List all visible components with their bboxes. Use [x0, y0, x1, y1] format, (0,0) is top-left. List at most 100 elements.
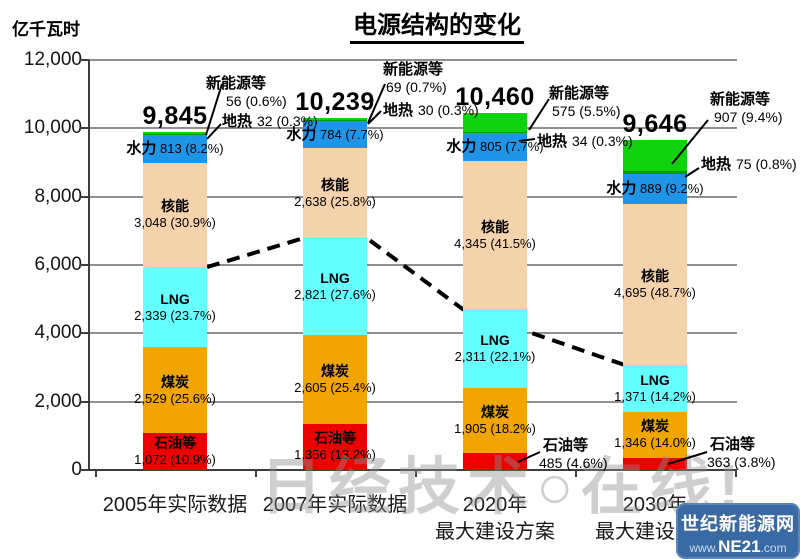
callout-name: 地热	[701, 156, 732, 173]
callout-value: 485 (4.6%)	[539, 455, 608, 471]
segment-label-value: 889 (9.2%)	[636, 181, 704, 197]
bar-2-segment-nuclear: 核能 4,345 (41.5%)	[454, 160, 536, 310]
y-tick-mark	[80, 195, 89, 198]
x-category-line: 2020年	[462, 494, 528, 516]
bar-0-segment-newenergy	[143, 132, 207, 135]
segment-label-value: 2,339 (23.7%)	[134, 307, 216, 323]
y-tick-mark	[80, 127, 89, 130]
segment-label-value: 4,345 (41.5%)	[454, 235, 536, 251]
segment-label-value: 813 (8.2%)	[156, 141, 224, 156]
callout-name: 新能源等	[710, 91, 771, 108]
y-tick-label: 2,000	[34, 390, 82, 412]
bar-0-segment-oil: 石油等 1,072 (10.9%)	[134, 433, 216, 470]
callout-value: 32 (0.3%)	[257, 113, 318, 129]
y-tick-label: 6,000	[34, 254, 82, 275]
segment-label-value: 805 (7.7%)	[476, 139, 544, 155]
bar-0-segment-coal: 煤炭 2,529 (25.6%)	[134, 346, 216, 434]
callout-name: 石油等	[710, 436, 756, 453]
segment-label-name: LNG	[480, 332, 510, 349]
y-tick-label: 12,000	[23, 49, 82, 70]
callout-geo-bar-2: 地热 34 (0.3%)	[537, 132, 633, 151]
bar-3-segment-coal: 煤炭 1,346 (14.0%)	[614, 411, 696, 458]
y-tick-mark	[80, 400, 89, 403]
segment-label: 水力 813 (8.2%)	[126, 140, 223, 158]
segment-label-name: 煤炭	[641, 418, 669, 435]
segment-label-name: 水力	[606, 180, 637, 198]
segment-label-value: 2,638 (25.8%)	[294, 193, 376, 209]
gridline-2,000	[89, 400, 737, 403]
bar-0-segment-lng: LNG 2,339 (23.7%)	[134, 267, 216, 347]
segment-label-value: 2,311 (22.1%)	[454, 349, 536, 365]
callout-value: 30 (0.3%)	[418, 102, 479, 118]
bar-1-segment-coal: 煤炭 2,605 (25.4%)	[294, 334, 376, 424]
bar-2-segment-oil	[463, 453, 527, 470]
callout-geo-bar-3: 地热 75 (0.8%)	[701, 155, 797, 174]
bar-1-segment-hydro: 水力 784 (7.7%)	[286, 121, 384, 149]
bar-1-total: 10,239	[295, 87, 375, 116]
bar-3-segment-geo	[623, 171, 687, 174]
segment-label-value: 1,371 (14.2%)	[614, 388, 696, 404]
y-axis-line	[88, 60, 90, 470]
segment-label-name: 水力	[126, 140, 157, 157]
segment-label-value: 1,072 (10.9%)	[134, 452, 216, 468]
segment-label-name: 煤炭	[321, 362, 349, 379]
y-tick-label: 4,000	[34, 322, 82, 344]
segment-label-value: 2,605 (25.4%)	[294, 379, 376, 395]
bar-0-segment-nuclear: 核能 3,048 (30.9%)	[134, 162, 216, 268]
callout-value: 907 (9.4%)	[714, 109, 783, 125]
segment-label-value: 1,346 (14.0%)	[614, 435, 696, 451]
bar-0-segment-geo	[143, 134, 207, 136]
bar-1-segment-nuclear: 核能 2,638 (25.8%)	[294, 148, 376, 239]
callout-newenergy-bar-3: 新能源等 907 (9.4%)	[710, 90, 782, 126]
callout-name: 新能源等	[549, 85, 610, 102]
y-tick-mark	[80, 469, 89, 471]
bar-0-total: 9,845	[142, 102, 208, 131]
callout-newenergy-bar-1: 新能源等 69 (0.7%)	[383, 60, 447, 96]
callout-geo-bar-0: 地热 32 (0.3%)	[222, 112, 318, 131]
x-category-line: 最大建设方案	[435, 521, 555, 543]
y-tick-label: 10,000	[23, 117, 82, 139]
bar-2-segment-geo	[463, 132, 527, 134]
segment-label-name: LNG	[640, 371, 670, 388]
segment-label-name: 核能	[641, 268, 669, 285]
callout-value: 56 (0.6%)	[226, 93, 287, 109]
segment-label: 水力 805 (7.7%)	[446, 138, 543, 156]
segment-label-name: 石油等	[314, 430, 356, 447]
gridline-10,000	[89, 127, 737, 130]
callout-value: 69 (0.7%)	[386, 79, 447, 95]
bar-1-segment-oil: 石油等 1,356 (13.2%)	[294, 423, 376, 470]
x-category-label-0: 2005年实际数据	[80, 492, 270, 519]
callout-geo-bar-1: 地热 30 (0.3%)	[383, 101, 479, 120]
x-tick-mark	[735, 470, 737, 477]
ne21-url: www.NE21.com	[676, 537, 800, 557]
callout-oil-bar-2: 石油等 485 (4.6%)	[539, 436, 607, 472]
callout-name: 地热	[537, 133, 568, 150]
callout-name: 石油等	[543, 437, 589, 454]
segment-label-name: 核能	[161, 198, 189, 215]
segment-label-value: 1,905 (18.2%)	[454, 421, 536, 437]
bar-3-segment-hydro: 水力 889 (9.2%)	[606, 173, 704, 205]
segment-label-name: 水力	[286, 125, 317, 143]
segment-label-value: 4,695 (48.7%)	[614, 285, 696, 301]
bar-2-segment-hydro: 水力 805 (7.7%)	[446, 133, 544, 161]
segment-label-value: 3,048 (30.9%)	[134, 215, 216, 231]
bar-3-segment-nuclear: 核能 4,695 (48.7%)	[614, 204, 696, 365]
x-category-line: 2005年实际数据	[102, 494, 248, 516]
bar-2-segment-lng: LNG 2,311 (22.1%)	[455, 309, 535, 389]
background-watermark: 日经技术○在线!	[260, 453, 747, 522]
x-tick-mark	[415, 470, 417, 477]
y-tick-label: 0	[71, 459, 82, 480]
x-category-label-2: 2020年最大建设方案	[400, 492, 590, 546]
callout-oil-bar-3: 石油等 363 (3.8%)	[707, 435, 775, 471]
callout-name: 地热	[222, 113, 253, 130]
segment-label-value: 2,529 (25.6%)	[134, 390, 216, 406]
y-tick-mark	[80, 264, 89, 266]
bar-2-total: 10,460	[455, 82, 535, 111]
x-tick-mark	[575, 470, 577, 477]
y-axis-unit-label: 亿千瓦时	[12, 20, 80, 39]
segment-label-name: LNG	[320, 269, 350, 286]
ne21-site-name: 世纪新能源网	[681, 514, 795, 534]
bar-3-segment-lng: LNG 1,371 (14.2%)	[614, 364, 696, 412]
ne21-url-suffix: .com	[760, 541, 787, 555]
y-tick-mark	[80, 59, 89, 61]
